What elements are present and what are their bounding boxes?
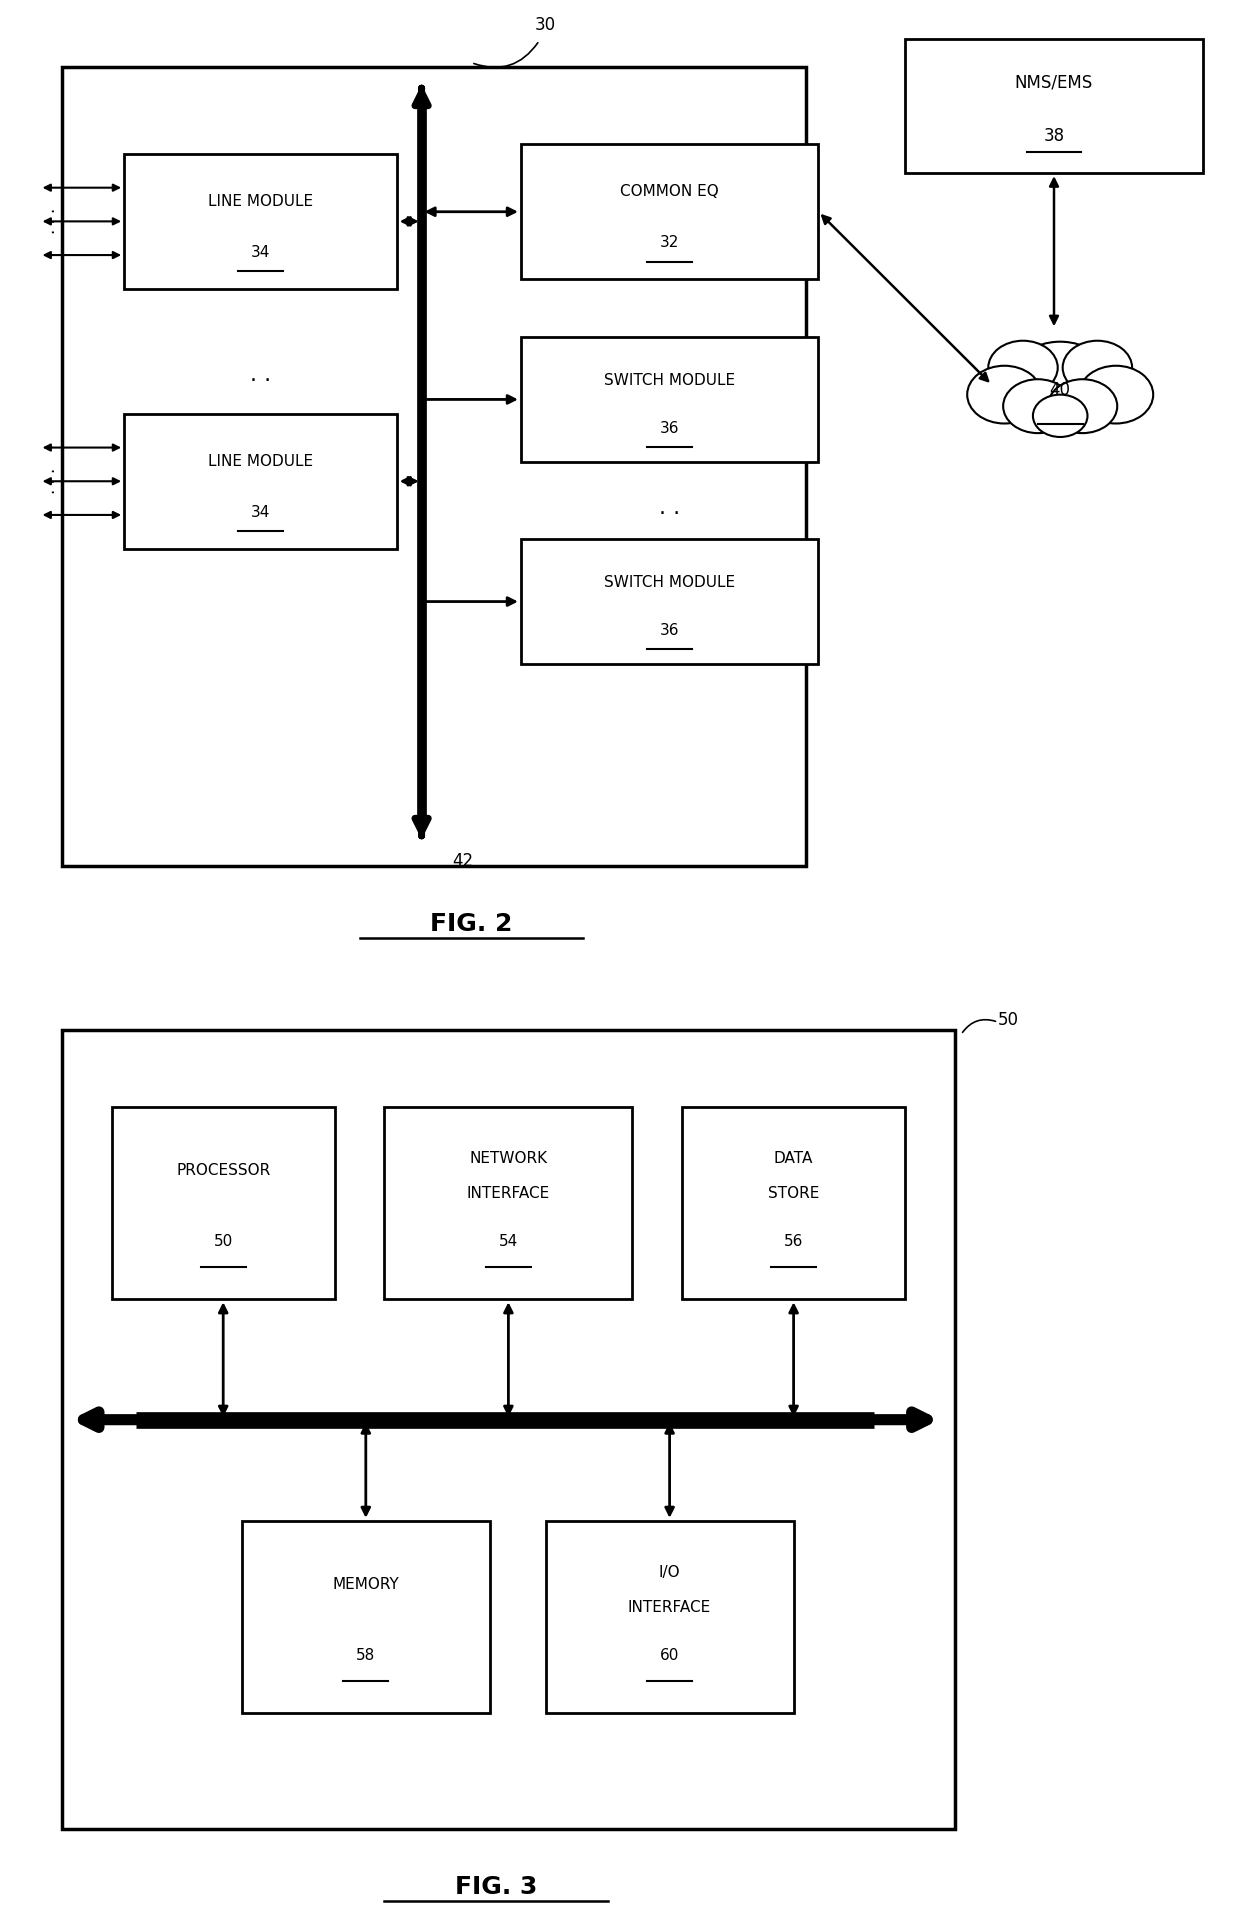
Bar — [62, 67, 806, 866]
Text: INTERFACE: INTERFACE — [627, 1600, 712, 1615]
Text: DATA: DATA — [774, 1151, 813, 1167]
Text: . .: . . — [658, 499, 681, 518]
Circle shape — [1048, 379, 1117, 433]
Text: MEMORY: MEMORY — [332, 1577, 399, 1592]
Text: 56: 56 — [784, 1234, 804, 1249]
Text: NMS/EMS: NMS/EMS — [1014, 73, 1094, 92]
Text: 42: 42 — [453, 853, 474, 870]
Text: . . .: . . . — [41, 468, 58, 495]
Text: INTERFACE: INTERFACE — [466, 1186, 551, 1201]
Bar — [521, 539, 818, 664]
Text: . .: . . — [249, 366, 272, 385]
Bar — [62, 1030, 955, 1829]
Bar — [124, 154, 397, 289]
Text: STORE: STORE — [768, 1186, 820, 1201]
Circle shape — [1033, 395, 1087, 437]
Text: 32: 32 — [660, 235, 680, 250]
Bar — [124, 414, 397, 549]
Bar — [242, 1521, 490, 1713]
Bar — [521, 337, 818, 462]
Bar — [682, 1107, 905, 1299]
Text: FIG. 2: FIG. 2 — [430, 912, 512, 936]
Circle shape — [1079, 366, 1153, 424]
Text: 40: 40 — [1050, 381, 1070, 398]
Text: NETWORK: NETWORK — [469, 1151, 548, 1167]
Text: 60: 60 — [660, 1648, 680, 1663]
Circle shape — [1011, 343, 1110, 420]
Text: PROCESSOR: PROCESSOR — [176, 1163, 270, 1178]
Text: FIG. 3: FIG. 3 — [455, 1875, 537, 1898]
Text: I/O: I/O — [658, 1565, 681, 1580]
Text: . . .: . . . — [41, 208, 58, 235]
Text: LINE MODULE: LINE MODULE — [208, 194, 312, 208]
Text: COMMON EQ: COMMON EQ — [620, 185, 719, 198]
Text: SWITCH MODULE: SWITCH MODULE — [604, 373, 735, 389]
Circle shape — [1003, 379, 1073, 433]
Text: 38: 38 — [1043, 127, 1065, 144]
Text: 36: 36 — [660, 624, 680, 637]
Text: 30: 30 — [534, 15, 557, 33]
Text: SWITCH MODULE: SWITCH MODULE — [604, 576, 735, 591]
Text: 58: 58 — [356, 1648, 376, 1663]
Circle shape — [1063, 341, 1132, 395]
Bar — [112, 1107, 335, 1299]
Bar — [384, 1107, 632, 1299]
Circle shape — [988, 341, 1058, 395]
Text: 34: 34 — [250, 504, 270, 520]
Text: 54: 54 — [498, 1234, 518, 1249]
Text: 50: 50 — [998, 1011, 1019, 1030]
Bar — [905, 38, 1203, 173]
Bar — [521, 144, 818, 279]
Text: 50: 50 — [213, 1234, 233, 1249]
Circle shape — [967, 366, 1042, 424]
Bar — [546, 1521, 794, 1713]
Text: LINE MODULE: LINE MODULE — [208, 454, 312, 468]
Text: 34: 34 — [250, 244, 270, 260]
Text: 36: 36 — [660, 422, 680, 435]
